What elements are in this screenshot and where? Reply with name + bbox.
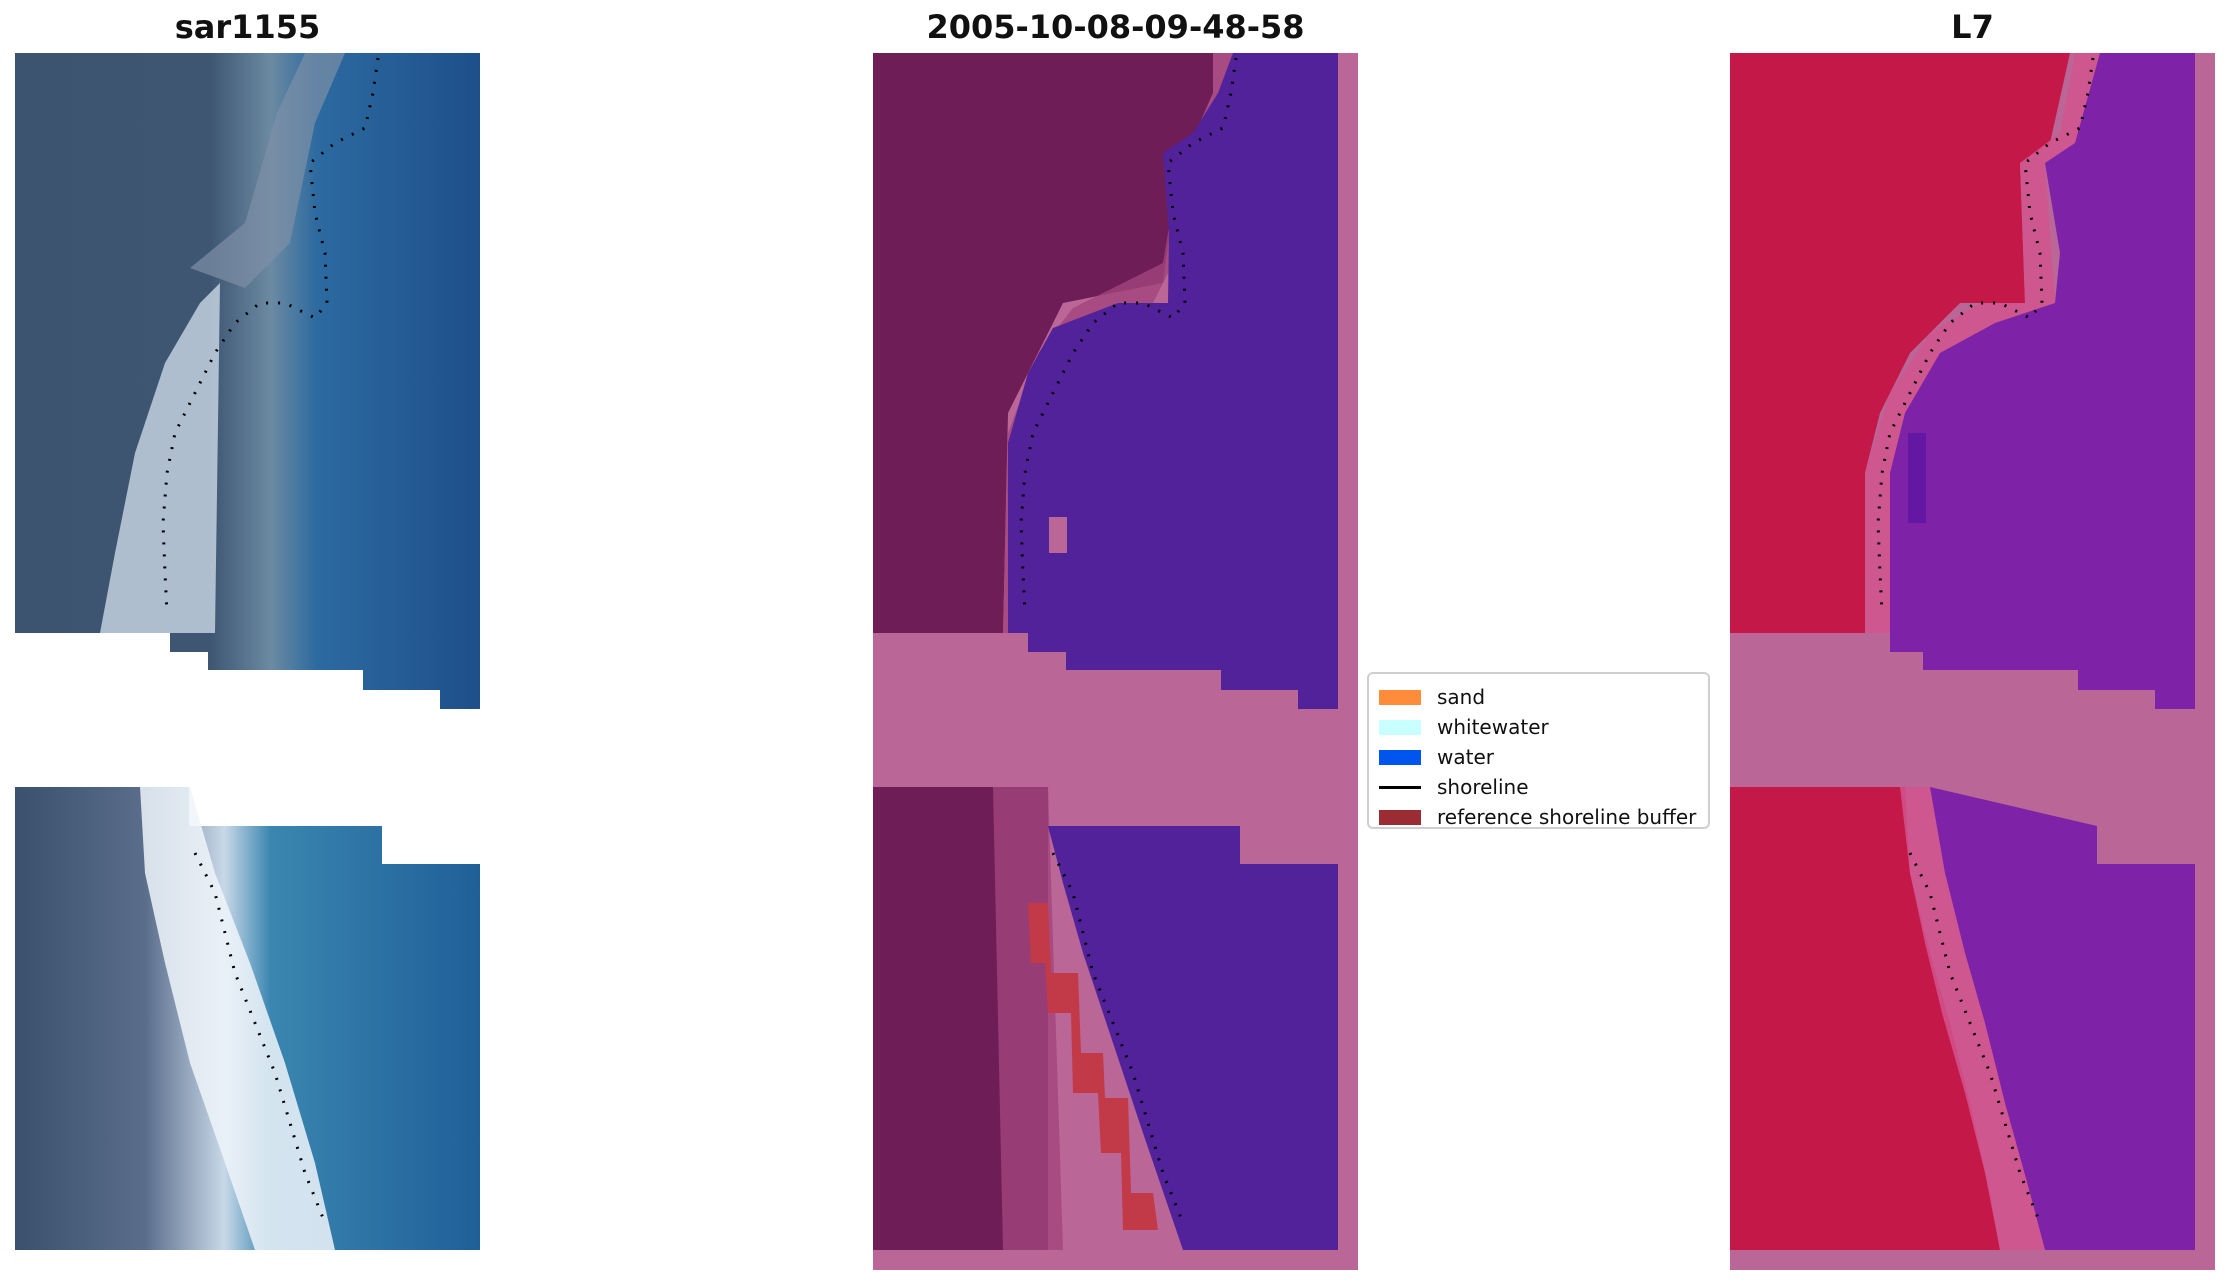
mndwi-land-top — [1730, 53, 2070, 633]
legend-swatch-shoreline — [1379, 785, 1421, 789]
mndwi-shoreline-bottom — [1908, 852, 2042, 1224]
panel-title-classified: 2005-10-08-09-48-58 — [926, 8, 1305, 46]
rgb-shoreline-bottom — [193, 852, 327, 1224]
classified-water-bottom — [1048, 826, 1338, 1250]
classified-shoreline-bottom — [1051, 852, 1185, 1224]
legend-swatch-buffer — [1379, 809, 1421, 825]
mndwi-land-bottom — [1730, 787, 2000, 1250]
legend-label-sand: sand — [1437, 685, 1486, 709]
legend-label-shoreline: shoreline — [1437, 775, 1529, 799]
panel-title-mndwi: L7 — [1951, 8, 1994, 46]
rgb-top-block — [15, 53, 480, 709]
mndwi-water-bottom — [1930, 787, 2195, 1250]
legend-label-water: water — [1437, 745, 1494, 769]
mndwi-water-top — [1890, 53, 2195, 709]
classified-image-panel — [873, 53, 1358, 1270]
classified-water-top — [1008, 53, 1338, 709]
legend-item-shoreline: shoreline — [1379, 772, 1698, 802]
legend-item-buffer: reference shoreline buffer — [1379, 802, 1698, 832]
legend: sand whitewater water shoreline referenc… — [1367, 672, 1710, 829]
legend-label-whitewater: whitewater — [1437, 715, 1549, 739]
classified-land-top — [873, 53, 1213, 633]
legend-item-water: water — [1379, 742, 1698, 772]
reference-shoreline-buffer — [1028, 903, 1158, 1230]
panel-title-rgb: sar1155 — [174, 8, 321, 46]
legend-item-sand: sand — [1379, 682, 1698, 712]
legend-label-buffer: reference shoreline buffer — [1437, 805, 1697, 829]
legend-swatch-whitewater — [1379, 719, 1421, 735]
rgb-image-panel — [15, 53, 480, 1270]
legend-item-whitewater: whitewater — [1379, 712, 1698, 742]
legend-swatch-sand — [1379, 689, 1421, 705]
legend-swatch-water — [1379, 749, 1421, 765]
mndwi-image-panel — [1730, 53, 2215, 1270]
